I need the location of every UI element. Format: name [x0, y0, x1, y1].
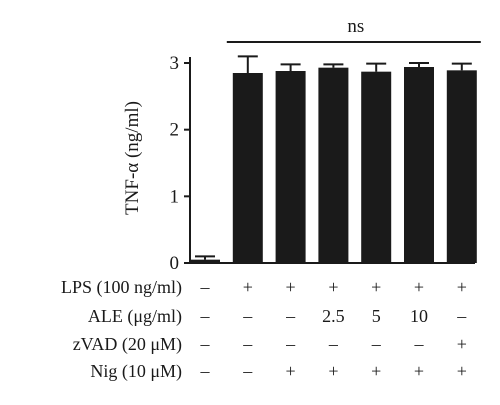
y-axis-label: TNF-α (ng/ml)	[122, 101, 143, 215]
condition-label: Nig (10 μM)	[90, 361, 182, 382]
condition-value: +	[414, 361, 424, 381]
condition-value: –	[328, 334, 339, 354]
bar	[318, 67, 349, 264]
condition-value: +	[457, 277, 467, 297]
condition-value: +	[286, 361, 296, 381]
bar	[275, 71, 306, 263]
condition-value: –	[242, 334, 253, 354]
bar	[446, 70, 477, 263]
condition-value: 2.5	[322, 306, 345, 326]
condition-value: –	[456, 306, 467, 326]
condition-value: –	[200, 277, 211, 297]
condition-value: –	[285, 306, 296, 326]
y-ticks: 0 1 2 3	[170, 53, 190, 274]
condition-value: –	[200, 361, 211, 381]
condition-value: +	[457, 334, 467, 354]
significance-label: ns	[347, 16, 364, 37]
y-tick-label: 1	[170, 186, 180, 207]
bar	[190, 259, 220, 263]
bars	[190, 67, 477, 264]
bar	[361, 71, 392, 264]
y-tick-label: 3	[170, 53, 180, 74]
condition-value: –	[242, 361, 253, 381]
significance-annotation: ns	[226, 16, 481, 43]
condition-value: 5	[372, 306, 381, 326]
condition-value: +	[243, 277, 253, 297]
condition-value: +	[414, 277, 424, 297]
condition-value: –	[242, 306, 253, 326]
condition-value: 10	[410, 306, 428, 326]
condition-table: LPS (100 ng/ml) – + + + + + +ALE (μg/ml) – – –2.5 5…	[61, 277, 467, 382]
y-tick-label: 2	[170, 120, 180, 141]
condition-label: zVAD (20 μM)	[73, 334, 182, 355]
condition-value: +	[457, 361, 467, 381]
condition-value: +	[286, 277, 296, 297]
condition-value: +	[371, 361, 381, 381]
bar	[404, 67, 434, 263]
condition-value: +	[328, 361, 338, 381]
condition-label: ALE (μg/ml)	[88, 306, 182, 327]
condition-value: –	[200, 306, 211, 326]
condition-value: –	[371, 334, 382, 354]
condition-value: +	[328, 277, 338, 297]
y-tick-label: 0	[170, 253, 180, 274]
condition-value: +	[371, 277, 381, 297]
condition-label: LPS (100 ng/ml)	[61, 277, 182, 298]
condition-value: –	[200, 334, 211, 354]
error-bars	[195, 55, 472, 260]
condition-value: –	[285, 334, 296, 354]
condition-value: –	[414, 334, 425, 354]
bar	[232, 73, 263, 263]
